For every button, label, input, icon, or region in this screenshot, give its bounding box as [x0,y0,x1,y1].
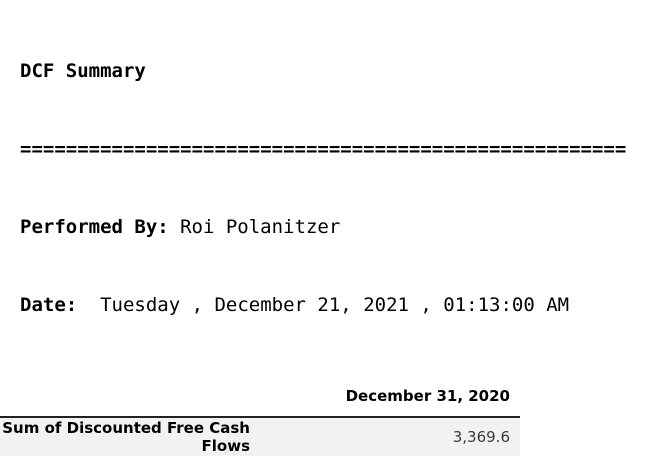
empty-header-cell [0,379,260,418]
row-label: Discounted Terminal Value [0,456,260,464]
table-row: Discounted Terminal Value 2,348.2 [0,456,520,464]
page-title: DCF Summary [20,60,146,82]
date-line: Date: Tuesday , December 21, 2021 , 01:13… [20,292,649,318]
row-value: 3,369.6 [452,428,510,446]
performed-by-line: Performed By: Roi Polanitzer [20,214,649,240]
value-column-header: December 31, 2020 [260,379,520,418]
separator-line: ========================================… [20,138,627,160]
date-value: Tuesday , December 21, 2021 , 01:13:00 A… [100,294,570,316]
performed-by-value: Roi Polanitzer [180,216,341,238]
table-row: Sum of Discounted Free Cash Flows 3,369.… [0,417,520,456]
row-value: 2,348.2 [260,456,520,464]
dcf-summary-table: December 31, 2020 Sum of Discounted Free… [0,379,520,464]
performed-by-label: Performed By: [20,216,169,238]
row-label: Sum of Discounted Free Cash Flows [2,419,250,455]
date-label: Date: [20,294,78,316]
report-header: DCF Summary ============================… [20,60,649,318]
table-header-row: December 31, 2020 [0,379,520,418]
